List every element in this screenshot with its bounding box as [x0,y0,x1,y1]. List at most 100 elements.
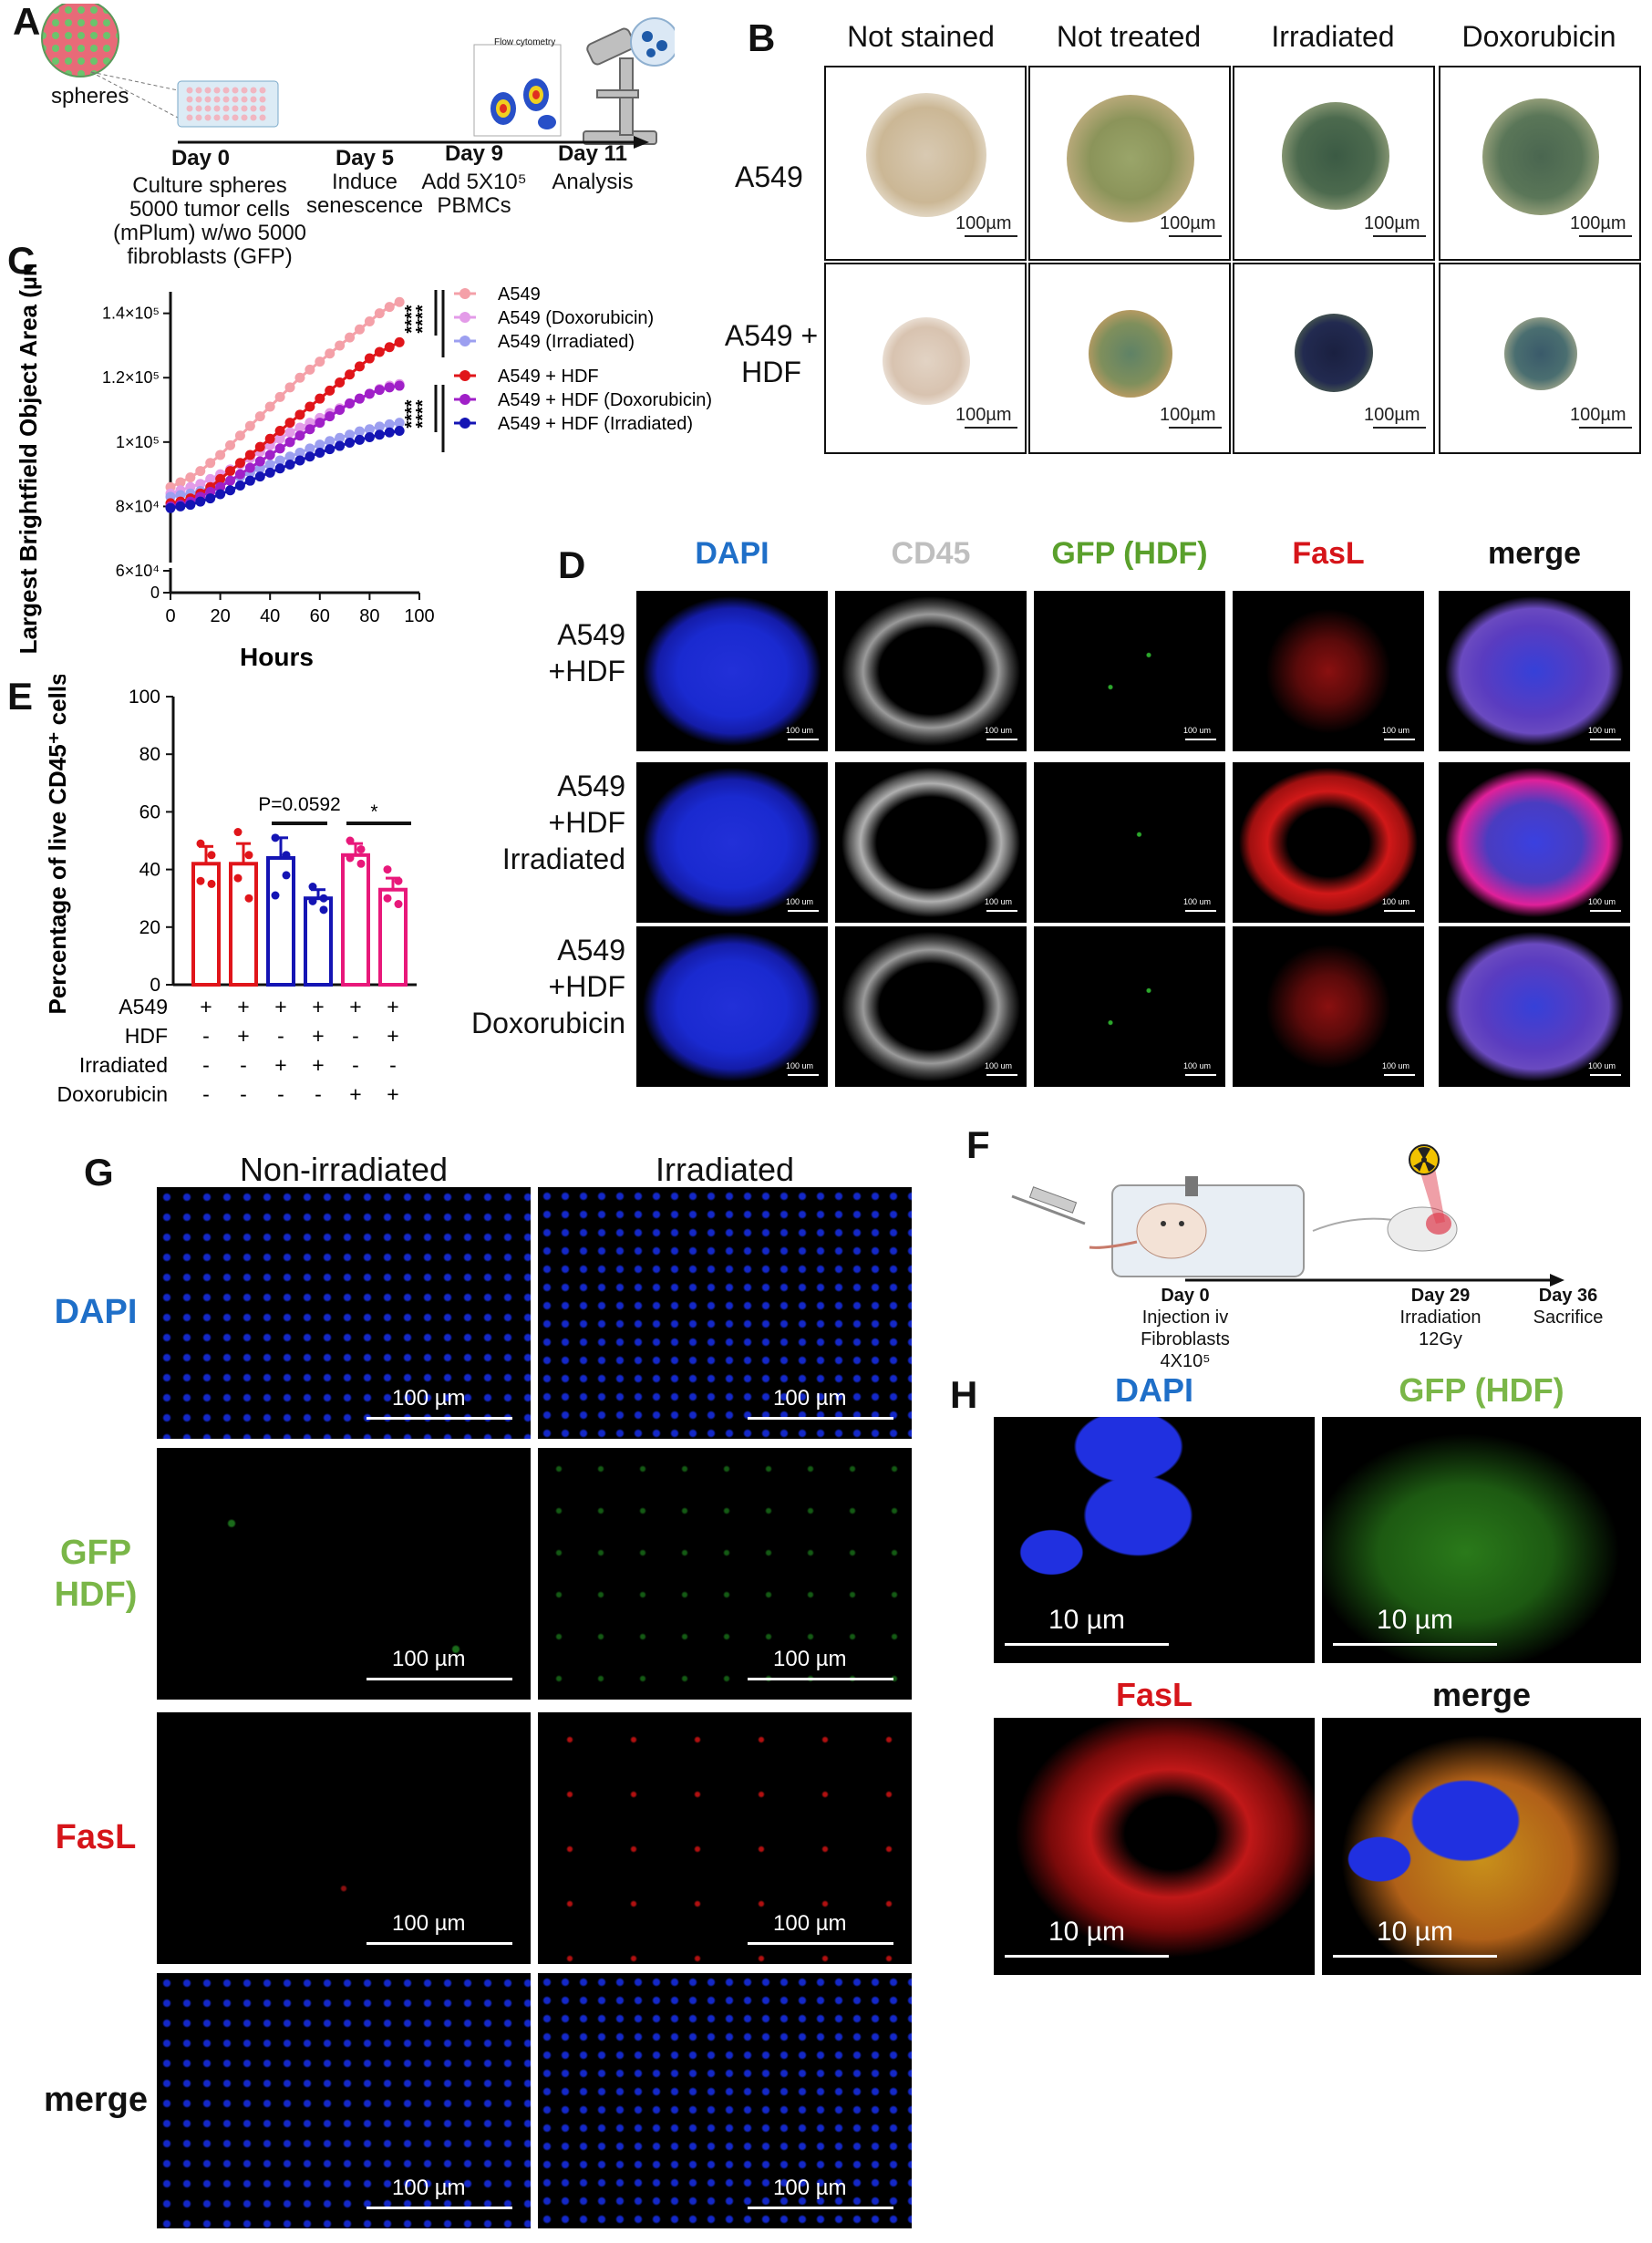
g-scale-bar [367,2207,512,2209]
condition-value: - [240,1053,247,1077]
d-row-label: A549 [557,934,625,966]
d-scale-text: 100 um [985,897,1013,906]
d-image-gfp-hdf--row2 [1034,762,1225,923]
d-scale-bar [1185,739,1216,740]
b-image-a549-not-stained: 100µm [824,66,1027,261]
day0-label: Day 0 [170,146,231,171]
data-point [244,851,253,860]
data-point [394,296,405,307]
g-scale-text: 100 µm [773,1647,847,1671]
data-point [374,308,385,319]
mouse-restrainer-icon [1089,1176,1305,1277]
d-scale-bar [1185,910,1216,912]
d-scale-bar [986,739,1017,740]
data-point [394,425,405,436]
day9-line2: PBMCs [437,193,511,218]
data-point [225,466,236,477]
day9-label: Day 9 [444,141,504,166]
x-tick-label: 80 [359,606,379,626]
h-image-merge [1322,1718,1641,1975]
legend-marker [459,288,470,299]
data-point [315,418,325,429]
d-col-cd45: CD45 [891,536,971,571]
data-point [244,450,255,460]
data-point [345,398,356,408]
data-point [384,427,395,438]
d-scale-text: 100 um [1382,897,1410,906]
d-scale-text: 100 um [786,1061,814,1070]
data-point [394,380,405,391]
data-point [254,411,265,422]
d-scale-bar [788,1074,819,1076]
g-scale-bar [748,1678,893,1680]
panel-letter-h: H [950,1373,978,1416]
y-tick-label: 40 [139,860,160,881]
day11-line1: Analysis [552,170,634,194]
data-point [284,418,295,429]
well-plate-icon [177,80,279,128]
x-tick-label: 0 [165,606,175,626]
data-point [325,436,336,447]
annotation-label: P=0.0592 [258,794,341,815]
data-point [308,896,317,905]
y-tick-label: 0 [150,975,160,996]
f-day0-line1: Injection iv [1141,1308,1229,1328]
h-scale-text: 10 µm [1377,1605,1453,1635]
d-scale-bar [1590,739,1621,740]
data-point [394,900,403,909]
condition-value: - [277,1082,284,1106]
data-point [175,477,186,488]
condition-row-label: A549 [119,995,168,1018]
g-image-non-irradiated-merge [157,1973,531,2228]
g-image-irradiated-dapi [538,1187,912,1439]
g-row-label: GFP [59,1534,132,1572]
condition-row-label: Doxorubicin [57,1082,168,1106]
bar [266,855,295,987]
data-point [315,447,325,458]
g-image-non-irradiated-dapi [157,1187,531,1439]
data-point [364,388,375,399]
d-image-dapi-row2 [636,762,828,923]
panel-letter-g: G [84,1151,114,1194]
d-row-label: +HDF [548,655,625,687]
d-image-cd45-row1 [835,591,1027,751]
d-scale-bar [986,910,1017,912]
data-point [264,450,275,460]
data-point [364,315,375,326]
y-tick-label: 100 [129,687,160,708]
data-point [384,302,395,313]
condition-value: - [202,1053,210,1077]
legend-marker [459,394,470,405]
x-tick-label: 20 [210,606,230,626]
data-point [284,437,295,448]
data-point [264,401,275,412]
condition-value: + [237,1024,249,1048]
data-point [234,458,245,469]
h-label-gfp-hdf-: GFP (HDF) [1399,1371,1564,1409]
flow-cytometry-label: Flow cytometry [494,37,556,47]
data-point [274,443,285,454]
bar [229,862,258,987]
data-point [233,828,243,837]
condition-value: + [349,1082,361,1106]
data-point [383,865,392,874]
legend-marker [459,418,470,429]
b-image-a549-irradiated: 100µm [1233,66,1435,261]
data-point [335,377,346,388]
data-point [234,430,245,441]
legend-label: A549 + HDF (Doxorubicin) [498,390,712,410]
day0-line3: (mPlum) w/wo 5000 [112,221,307,245]
data-point [305,364,315,375]
day5-line1: Induce [331,170,398,194]
condition-value: + [387,995,398,1018]
flow-cytometry-icon [473,44,562,137]
b-col-irradiated: Irradiated [1271,20,1395,53]
x-tick-label: 40 [260,606,280,626]
g-scale-text: 100 µm [392,1647,466,1671]
data-point [383,894,392,903]
data-point [274,463,285,474]
panel-letter-b: B [748,16,776,59]
condition-value: - [277,1024,284,1048]
data-point [346,836,355,845]
data-point [294,447,305,458]
